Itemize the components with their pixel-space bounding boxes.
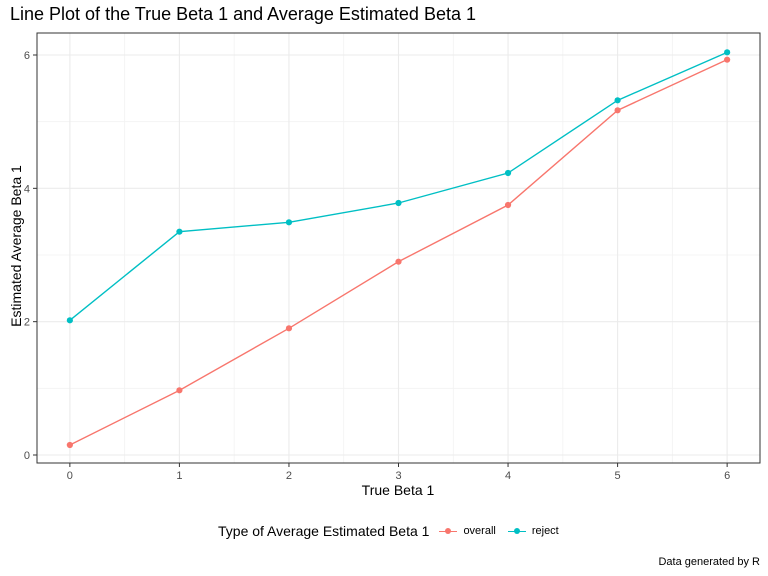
legend: Type of Average Estimated Beta 1 overall… xyxy=(218,523,569,539)
chart-title: Line Plot of the True Beta 1 and Average… xyxy=(10,4,476,24)
x-tick-label: 2 xyxy=(286,470,292,482)
data-point-reject xyxy=(395,199,402,207)
axis-ticks xyxy=(33,54,728,467)
data-point-reject xyxy=(724,49,731,56)
data-point-reject xyxy=(614,97,621,104)
y-tick-label: 2 xyxy=(24,317,30,329)
legend-key-reject xyxy=(506,525,528,537)
tick-labels: 0 1 2 3 4 5 6 0 2 4 6 xyxy=(24,50,730,482)
grid-major xyxy=(37,33,760,463)
x-tick-label: 4 xyxy=(505,470,511,482)
data-point-overall xyxy=(614,107,621,114)
legend-label-reject: reject xyxy=(531,525,559,537)
data-point-overall xyxy=(66,441,73,449)
data-point-reject xyxy=(504,169,512,177)
y-axis-label: Estimated Average Beta 1 xyxy=(8,165,24,327)
x-tick-label: 0 xyxy=(67,470,73,482)
data-point-overall xyxy=(504,201,512,209)
y-tick-label: 0 xyxy=(24,450,30,462)
data-point-overall xyxy=(176,387,183,394)
legend-key-overall xyxy=(437,525,459,537)
legend-title: Type of Average Estimated Beta 1 xyxy=(218,523,430,539)
data-point-overall xyxy=(724,56,731,63)
data-point-reject xyxy=(285,219,293,226)
legend-point-reject xyxy=(513,528,520,534)
x-axis-label: True Beta 1 xyxy=(361,482,435,498)
x-tick-label: 3 xyxy=(395,470,401,482)
x-tick-label: 1 xyxy=(176,470,182,482)
x-tick-label: 6 xyxy=(724,470,730,482)
data-point-reject xyxy=(176,228,183,235)
y-tick-label: 6 xyxy=(24,50,30,62)
legend-point-overall xyxy=(445,528,452,534)
data-point-overall xyxy=(285,325,293,332)
y-tick-label: 4 xyxy=(24,183,30,195)
legend-item-overall: overall xyxy=(437,525,496,537)
caption: Data generated by R xyxy=(658,556,760,568)
data-point-overall xyxy=(395,258,402,265)
x-tick-label: 5 xyxy=(615,470,621,482)
legend-label-overall: overall xyxy=(463,525,496,537)
series-points xyxy=(66,49,731,449)
legend-item-reject: reject xyxy=(506,525,559,537)
data-point-reject xyxy=(66,317,73,324)
